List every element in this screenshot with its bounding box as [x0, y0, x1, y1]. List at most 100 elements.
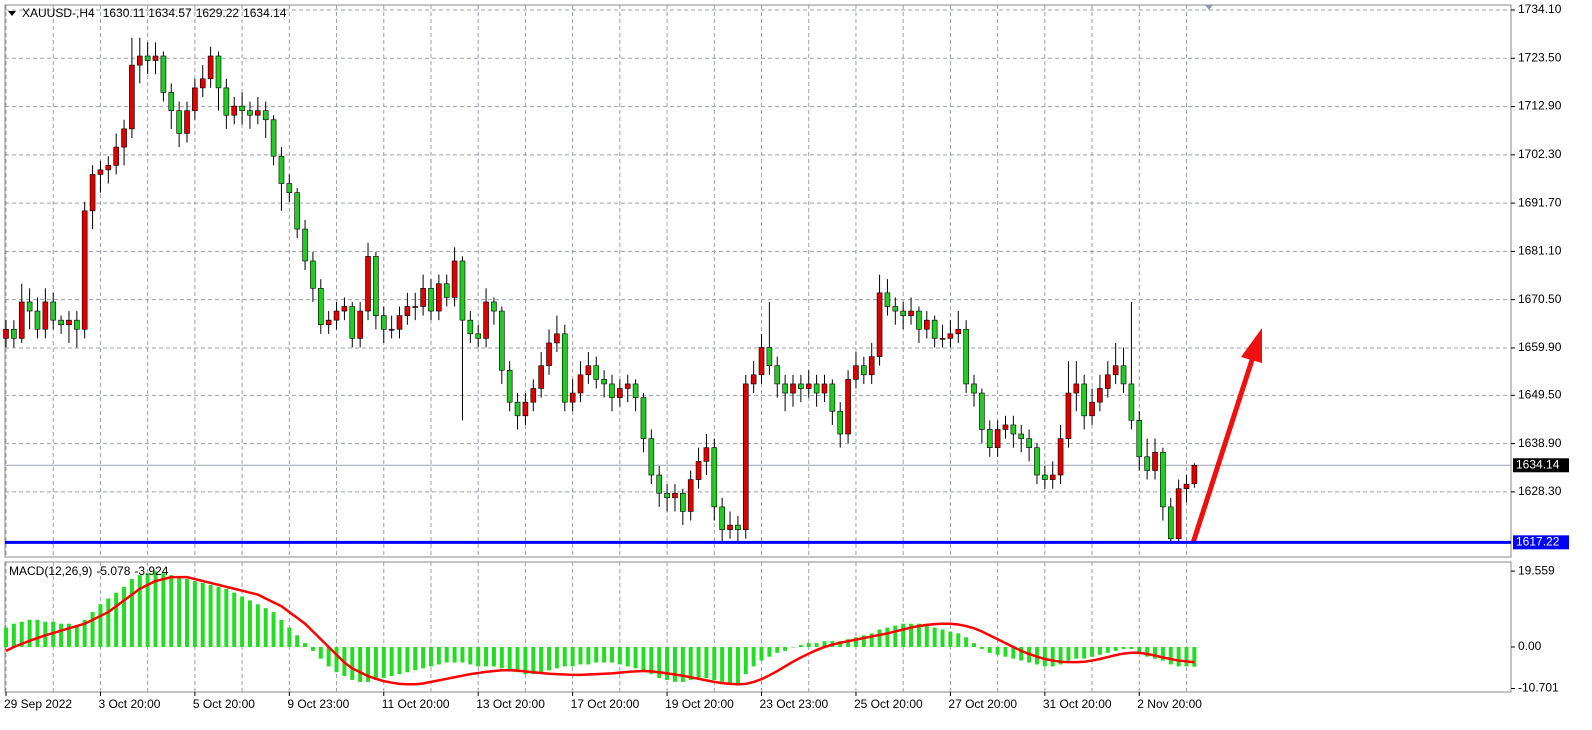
candle-body	[561, 333, 568, 403]
x-tick-label: 19 Oct 20:00	[665, 697, 734, 711]
candle-body	[105, 165, 112, 171]
candle-body	[113, 146, 119, 166]
macd-bar	[4, 627, 8, 647]
macd-bar	[19, 621, 24, 647]
macd-bar	[625, 646, 630, 667]
macd-bar	[712, 646, 717, 680]
candle-body	[774, 365, 781, 385]
macd-bar	[1137, 646, 1142, 653]
candle-body	[58, 319, 64, 326]
macd-bar	[1160, 646, 1165, 661]
macd-bar	[366, 646, 371, 682]
candle-body	[813, 383, 820, 394]
candle-body	[963, 328, 969, 385]
macd-bar	[208, 584, 213, 647]
candle-body	[986, 429, 993, 448]
macd-bar	[27, 619, 32, 647]
macd-bar	[145, 573, 150, 647]
candle-body	[617, 388, 623, 398]
candle-body	[11, 328, 17, 339]
macd-bar	[1066, 646, 1071, 661]
macd-bar	[1074, 646, 1079, 659]
candle-body	[664, 492, 670, 499]
macd-bar	[468, 646, 473, 665]
macd-bar	[66, 623, 71, 647]
macd-bar	[350, 646, 355, 680]
candle-body	[1167, 506, 1174, 540]
candle-body	[160, 55, 167, 93]
mark-layer	[3, 37, 1198, 686]
y-tick-label: 1628.30	[1518, 484, 1562, 498]
candle-body	[262, 110, 269, 121]
candle-body	[947, 333, 954, 339]
macd-bar	[617, 646, 622, 665]
candle-body	[388, 328, 395, 331]
candle-body	[829, 383, 836, 412]
candle-body	[979, 392, 985, 430]
macd-bar	[153, 571, 158, 647]
candle-body	[443, 283, 450, 298]
symbol: XAUUSD-,H4	[22, 6, 95, 20]
macd-bar	[358, 646, 363, 682]
macd-bar	[940, 629, 945, 647]
macd-bar	[240, 596, 245, 647]
candle-body	[396, 315, 403, 330]
candle-body	[3, 328, 9, 339]
candle-body	[302, 228, 308, 262]
candle-body	[1128, 383, 1135, 421]
macd-bar	[373, 646, 378, 680]
candle-body	[333, 310, 340, 321]
macd-bar	[35, 619, 40, 647]
macd-bar	[200, 582, 205, 647]
macd-bar	[798, 645, 803, 647]
macd-bar	[814, 643, 819, 647]
x-tick-label: 3 Oct 20:00	[98, 697, 160, 711]
macd-bar	[822, 641, 827, 647]
macd-bar	[295, 635, 300, 647]
candle-body	[436, 283, 442, 312]
macd-bar	[759, 646, 764, 661]
candle-body	[522, 401, 529, 417]
macd-bar	[169, 575, 174, 647]
macd-bar	[1058, 646, 1063, 665]
symbol-header: XAUUSD-,H4 1630.11 1634.57 1629.22 1634.14	[22, 6, 287, 20]
macd-bar	[1168, 646, 1173, 665]
x-tick-label: 5 Oct 20:00	[193, 697, 255, 711]
macd-bar	[602, 646, 607, 663]
macd-bar	[224, 588, 229, 647]
macd-bar	[1090, 646, 1095, 657]
macd-bar	[609, 646, 614, 663]
candle-body	[278, 155, 285, 184]
candle-body	[26, 301, 33, 312]
macd-bar	[1097, 646, 1102, 655]
macd-bar	[326, 646, 331, 667]
macd-bar	[192, 581, 197, 647]
candle-body	[459, 260, 466, 321]
y-tick-label: 1670.50	[1518, 292, 1562, 306]
y-tick-label: 1659.90	[1518, 340, 1562, 354]
macd-bar	[137, 575, 142, 647]
macd-bar	[98, 604, 103, 647]
macd-panel	[4, 561, 1512, 693]
macd-bar	[562, 646, 567, 667]
macd-bar	[633, 646, 638, 669]
macd-bar	[924, 625, 929, 647]
candle-body	[1136, 420, 1143, 458]
x-tick-label: 27 Oct 20:00	[948, 697, 1017, 711]
macd-bar	[334, 646, 339, 673]
candle-body	[18, 301, 25, 339]
candle-body	[821, 383, 828, 394]
candle-body	[656, 474, 663, 494]
candle-body	[121, 128, 127, 148]
macd-bar	[1050, 646, 1055, 667]
macd-bar	[696, 646, 701, 679]
macd-bar	[665, 646, 670, 680]
candle-body	[955, 328, 962, 335]
candle-body	[900, 310, 906, 316]
macd-bar	[247, 600, 252, 647]
candle-body	[286, 183, 293, 193]
candle-body	[672, 492, 678, 499]
macd-bar	[114, 592, 119, 647]
macd-bar	[1113, 646, 1118, 651]
macd-bar	[90, 612, 95, 647]
